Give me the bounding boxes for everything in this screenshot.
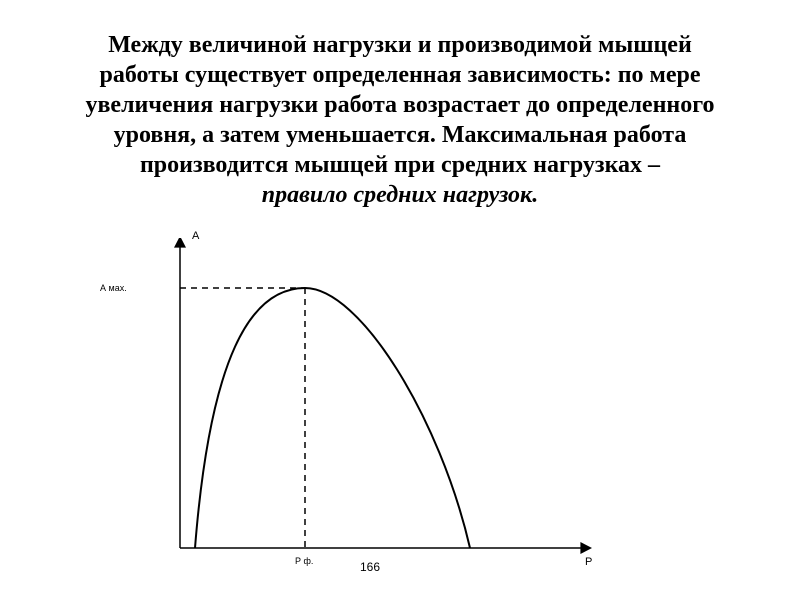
chart-container: А А мах. Р Р ф. 166 xyxy=(100,238,620,588)
p-f-label: Р ф. xyxy=(295,556,313,566)
a-max-label: А мах. xyxy=(100,283,127,293)
page-number: 166 xyxy=(360,560,380,574)
x-axis-label: Р xyxy=(585,556,592,568)
chart-svg xyxy=(100,238,620,588)
slide-content: Между величиной нагрузки и производимой … xyxy=(0,0,800,600)
heading-line-5: производится мышцей при средних нагрузка… xyxy=(140,152,660,178)
heading-block: Между величиной нагрузки и производимой … xyxy=(20,30,780,210)
heading-line-1: Между величиной нагрузки и производимой … xyxy=(108,32,692,58)
y-axis-label: А xyxy=(192,230,199,242)
heading-line-2: работы существует определенная зависимос… xyxy=(99,62,700,88)
heading-line-4: уровня, а затем уменьшается. Максимальна… xyxy=(114,122,687,148)
heading-line-3: увеличения нагрузки работа возрастает до… xyxy=(85,92,714,118)
heading-line-6: правило средних нагрузок. xyxy=(262,182,538,208)
